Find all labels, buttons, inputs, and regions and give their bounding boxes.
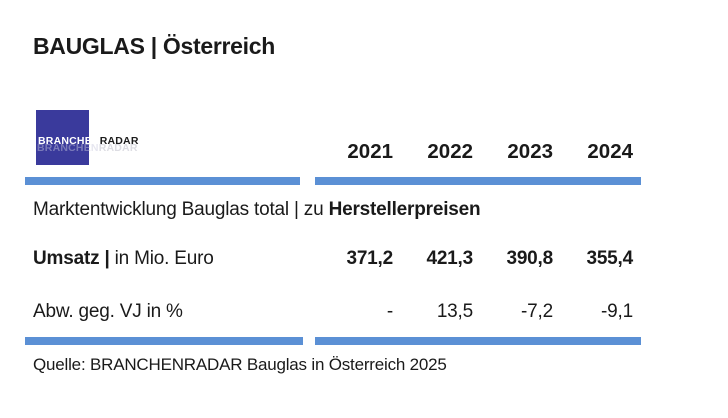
row-label-umsatz-bold: Umsatz | — [33, 248, 115, 269]
section-title-bold: Herstellerpreisen — [328, 199, 481, 220]
logo-text-radar: RADAR — [99, 135, 139, 147]
branchenradar-logo: BRANCHENRADAR BRANCHENRADAR — [36, 110, 166, 168]
row-label-umsatz-unit: in Mio. Euro — [114, 248, 214, 269]
page-title: BAUGLAS | Österreich — [33, 33, 275, 59]
divider-bar-top-right — [315, 177, 641, 185]
umsatz-value-2024: 355,4 — [586, 248, 633, 269]
logo-ghost-radar: RADAR — [98, 142, 138, 154]
year-header-2024: 2024 — [587, 140, 633, 163]
abweichung-value-2023: -7,2 — [521, 301, 553, 322]
section-title-regular: Marktentwicklung Bauglas total | zu — [33, 199, 329, 220]
abweichung-value-2024: -9,1 — [601, 301, 633, 322]
table-row-abweichung: Abw. geg. VJ in % - 13,5 -7,2 -9,1 — [33, 301, 633, 323]
row-label-abweichung: Abw. geg. VJ in % — [33, 301, 183, 322]
logo-ghost-branchen: BRANCHEN — [37, 142, 99, 154]
table-row-umsatz: Umsatz | in Mio. Euro 371,2 421,3 390,8 … — [33, 248, 633, 270]
umsatz-value-2022: 421,3 — [426, 248, 473, 269]
year-header-2023: 2023 — [507, 140, 553, 163]
divider-bar-bottom-right — [315, 337, 641, 345]
row-label-umsatz: Umsatz | in Mio. Euro — [33, 248, 313, 270]
divider-bar-bottom-left — [25, 337, 303, 345]
year-header-2022: 2022 — [427, 140, 473, 163]
umsatz-value-2023: 390,8 — [506, 248, 553, 269]
section-title: Marktentwicklung Bauglas total | zu Hers… — [33, 199, 481, 221]
umsatz-value-2021: 371,2 — [346, 248, 393, 269]
logo-wordmark: BRANCHENRADAR — [38, 136, 139, 147]
logo-square — [36, 110, 89, 165]
abweichung-value-2022: 13,5 — [436, 301, 473, 322]
source-note: Quelle: BRANCHENRADAR Bauglas in Österre… — [33, 355, 447, 374]
year-header-row: 2021 2022 2023 2024 — [33, 140, 633, 164]
divider-bar-top-left — [25, 177, 300, 185]
logo-ghost-text: BRANCHENRADAR — [37, 143, 138, 154]
abweichung-value-2021: - — [386, 301, 393, 322]
logo-text-branchen: BRANCHEN — [38, 135, 100, 147]
year-header-2021: 2021 — [347, 140, 393, 163]
